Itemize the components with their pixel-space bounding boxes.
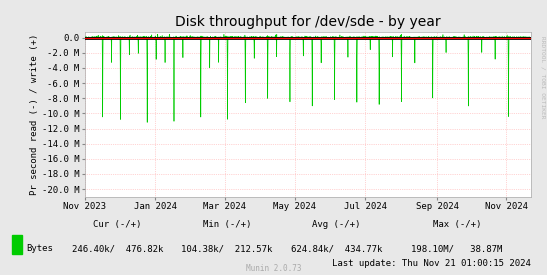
Text: RRDTOOL / TOBI OETIKER: RRDTOOL / TOBI OETIKER xyxy=(541,36,546,118)
Text: 198.10M/   38.87M: 198.10M/ 38.87M xyxy=(411,244,503,253)
Text: Bytes: Bytes xyxy=(26,244,53,253)
Text: Avg (-/+): Avg (-/+) xyxy=(312,220,360,229)
Title: Disk throughput for /dev/sde - by year: Disk throughput for /dev/sde - by year xyxy=(175,15,440,29)
Text: Max (-/+): Max (-/+) xyxy=(433,220,481,229)
Text: 104.38k/  212.57k: 104.38k/ 212.57k xyxy=(181,244,273,253)
Text: 624.84k/  434.77k: 624.84k/ 434.77k xyxy=(290,244,382,253)
Y-axis label: Pr second read (-) / write (+): Pr second read (-) / write (+) xyxy=(30,34,39,195)
Text: Min (-/+): Min (-/+) xyxy=(203,220,251,229)
Text: Munin 2.0.73: Munin 2.0.73 xyxy=(246,264,301,273)
Text: Cur (-/+): Cur (-/+) xyxy=(94,220,142,229)
Text: Last update: Thu Nov 21 01:00:15 2024: Last update: Thu Nov 21 01:00:15 2024 xyxy=(331,260,531,268)
Text: 246.40k/  476.82k: 246.40k/ 476.82k xyxy=(72,244,164,253)
